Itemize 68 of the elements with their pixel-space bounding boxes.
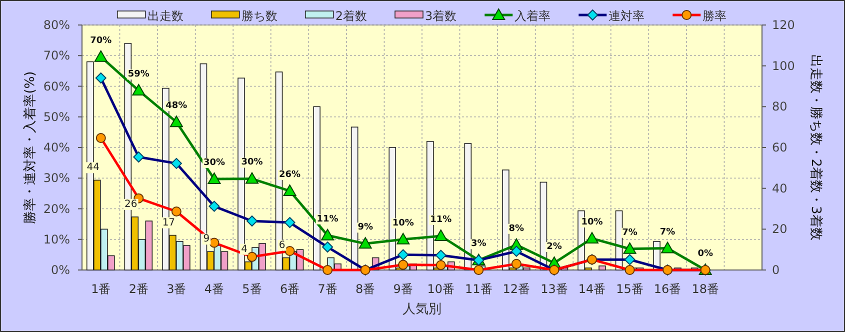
x-tick-label: 15番 xyxy=(616,282,644,296)
x-tick-label: 11番 xyxy=(465,282,492,296)
y-tick-label: 20% xyxy=(43,202,70,216)
y-tick-label: 10% xyxy=(43,232,70,246)
x-tick-label: 8番 xyxy=(356,282,376,296)
data-label: 9 xyxy=(203,234,210,245)
x-tick-label: 3番 xyxy=(166,282,186,296)
data-label: 8% xyxy=(508,224,524,234)
data-label: 30% xyxy=(241,158,263,168)
x-tick-label: 10番 xyxy=(427,282,455,296)
y-tick-label: 70% xyxy=(43,48,70,63)
bar xyxy=(350,126,358,270)
data-label: 10% xyxy=(581,217,603,228)
x-tick-label: 12番 xyxy=(502,282,530,296)
data-label: 70% xyxy=(90,36,112,46)
legend-label: 入着率 xyxy=(514,9,551,23)
y-tick-label: 80% xyxy=(43,18,70,32)
legend-label: 勝率 xyxy=(702,9,727,23)
y2-tick-label: 60 xyxy=(772,140,788,154)
x-tick-label: 14番 xyxy=(578,282,606,296)
y2-tick-label: 80 xyxy=(772,100,788,114)
y2-tick-label: 20 xyxy=(772,222,788,236)
x-tick-label: 9番 xyxy=(393,282,413,296)
y-tick-label: 50% xyxy=(43,110,70,124)
data-label: 11% xyxy=(316,214,338,224)
legend-label: 出走数 xyxy=(147,9,184,23)
x-tick-label: 4番 xyxy=(204,282,224,296)
data-label: 17 xyxy=(162,217,176,228)
y-tick-label: 40% xyxy=(43,140,70,154)
data-label: 44 xyxy=(86,162,100,174)
data-label: 3% xyxy=(471,239,486,250)
legend-label: 2着数 xyxy=(335,9,367,23)
data-label: 0% xyxy=(698,249,713,259)
x-tick-label: 18番 xyxy=(692,282,719,296)
data-label: 26 xyxy=(124,198,138,210)
x-tick-label: 16番 xyxy=(654,282,682,296)
data-label: 11% xyxy=(430,215,452,226)
data-label: 9% xyxy=(358,222,373,233)
data-label: 7% xyxy=(622,228,638,238)
x-tick-label: 6番 xyxy=(280,282,300,296)
bar xyxy=(598,266,606,270)
legend-label: 連対率 xyxy=(608,9,645,23)
data-label: 7% xyxy=(660,227,676,238)
x-tick-label: 5番 xyxy=(242,282,262,296)
data-label: 26% xyxy=(279,170,301,180)
y2-tick-label: 40 xyxy=(772,181,788,196)
y2-tick-label: 0 xyxy=(772,263,780,277)
legend-label: 3着数 xyxy=(425,9,457,23)
y-axis-title: 勝率・連対率・入着率(%) xyxy=(22,71,38,224)
y2-tick-label: 120 xyxy=(772,18,795,32)
data-label: 2% xyxy=(546,242,562,252)
legend-label: 勝ち数 xyxy=(241,9,278,23)
data-label: 10% xyxy=(392,218,414,228)
x-axis-title: 人気別 xyxy=(402,302,442,317)
data-label: 48% xyxy=(166,101,188,112)
x-tick-label: 13番 xyxy=(540,282,568,296)
data-label: 4 xyxy=(241,244,248,255)
y2-tick-label: 100 xyxy=(772,58,795,73)
data-label: 30% xyxy=(203,158,225,168)
x-tick-label: 2番 xyxy=(128,282,148,296)
y-tick-label: 30% xyxy=(43,171,70,186)
data-label: 59% xyxy=(128,70,150,80)
y-tick-label: 0% xyxy=(50,263,70,277)
data-label: 6 xyxy=(278,240,286,251)
x-tick-label: 7番 xyxy=(318,282,338,296)
y-tick-label: 60% xyxy=(43,79,70,94)
y2-axis-title: 出走数・勝ち数・2着数・3着数 xyxy=(808,54,824,240)
x-tick-label: 1番 xyxy=(91,282,111,296)
